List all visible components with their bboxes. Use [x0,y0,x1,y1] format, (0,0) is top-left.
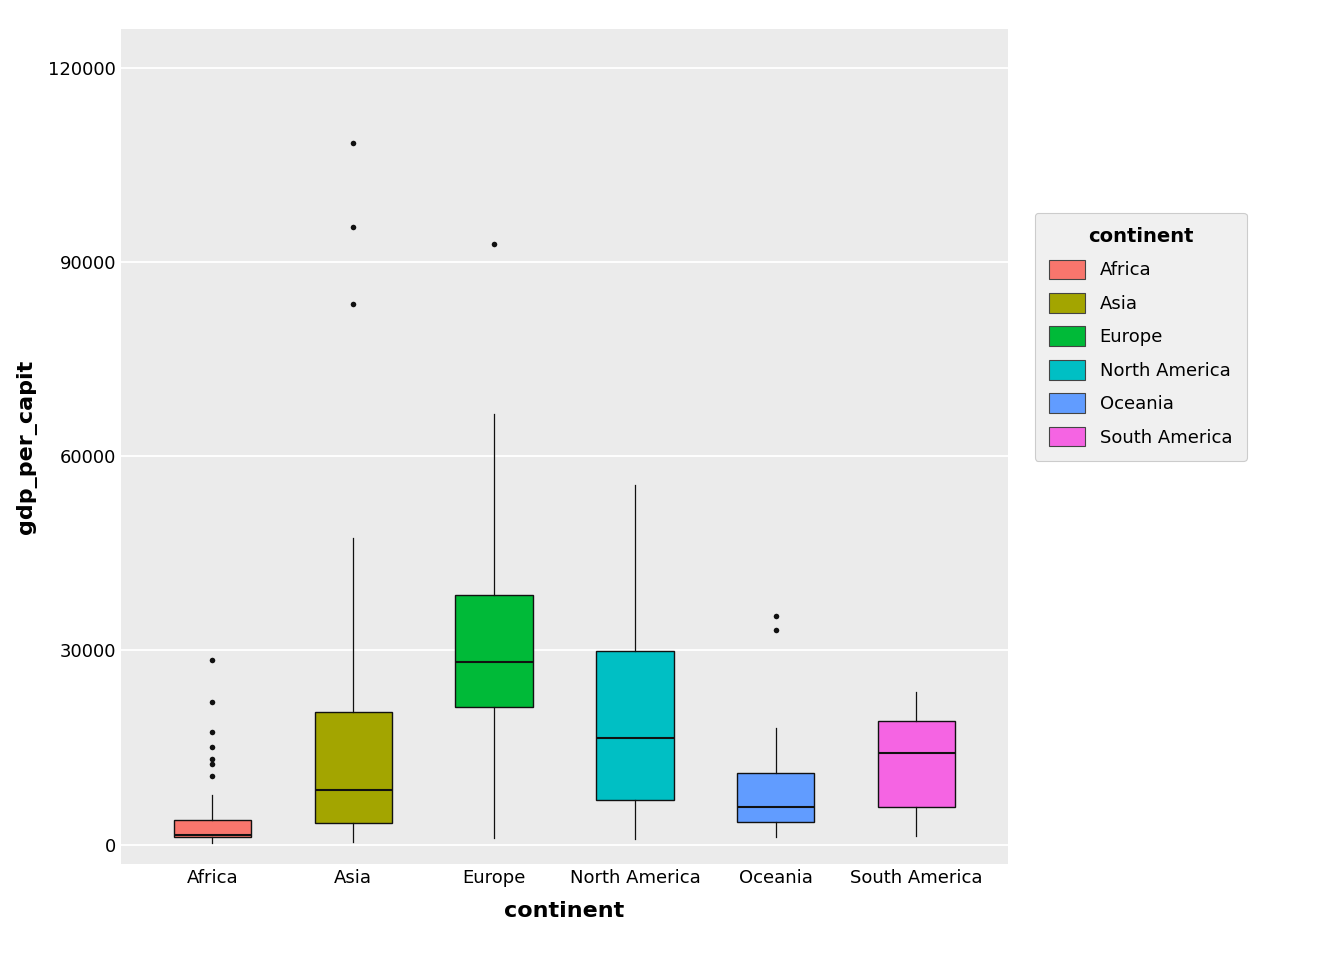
Point [202,725,223,740]
Point [202,769,223,784]
Point [202,652,223,667]
Legend: Africa, Asia, Europe, North America, Oceania, South America: Africa, Asia, Europe, North America, Oce… [1035,212,1246,461]
Bar [597,651,673,801]
Point [202,752,223,767]
Point [202,756,223,771]
Point [202,695,223,710]
Bar [456,595,532,708]
Point [765,609,786,624]
Point [202,739,223,755]
Point [343,219,364,234]
Point [343,135,364,151]
Point [484,236,505,252]
Bar [737,773,814,822]
Point [343,296,364,311]
X-axis label: continent: continent [504,900,625,921]
Bar [173,820,251,837]
Point [765,622,786,637]
Y-axis label: gdp_per_capit: gdp_per_capit [16,359,38,534]
Bar [878,721,956,806]
Bar [314,711,392,823]
